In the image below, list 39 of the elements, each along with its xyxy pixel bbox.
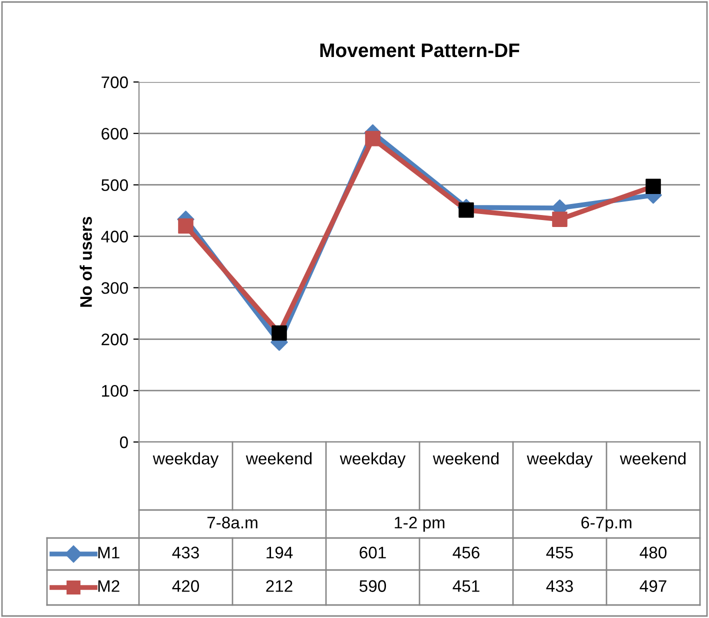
y-tick-label: 100 — [102, 384, 128, 397]
text: 7-8a.m — [207, 516, 258, 528]
data-label: 480 — [640, 546, 667, 558]
y-tick-label: 0 — [120, 436, 128, 448]
data-label: 590 — [360, 580, 386, 592]
data-label: 420 — [172, 580, 200, 592]
legend-label: M2 — [98, 580, 120, 592]
x-tick-label: weekend — [620, 452, 686, 464]
data-label: 194 — [266, 546, 293, 558]
data-label: 497 — [640, 580, 666, 592]
x-tick-label: weekday — [340, 452, 406, 468]
point — [458, 202, 474, 218]
data-label: 601 — [360, 546, 386, 558]
data-label: 451 — [452, 580, 480, 592]
text: 1-2 pm — [394, 516, 444, 532]
point — [365, 130, 380, 146]
point — [272, 325, 287, 341]
point — [646, 178, 661, 194]
y-tick-label: 200 — [102, 334, 128, 346]
point — [178, 218, 194, 234]
y-tick-label: 400 — [101, 230, 128, 242]
text: 6-7p.m — [581, 516, 632, 532]
data-label: 433 — [546, 580, 573, 592]
data-label: 212 — [266, 580, 292, 592]
y-tick-label: 300 — [101, 282, 128, 294]
data-label: 455 — [546, 546, 573, 558]
y-tick-label: 700 — [102, 76, 128, 88]
chart-title: Movement Pattern-DF — [320, 44, 520, 58]
point — [552, 212, 568, 227]
data-label: 433 — [172, 546, 199, 558]
x-tick-label: weekend — [246, 452, 312, 464]
x-tick-label: weekday — [526, 452, 593, 468]
x-tick-label: weekday — [152, 452, 219, 468]
y-tick-label: 500 — [101, 179, 128, 192]
legend-label: M1 — [98, 546, 120, 558]
data-label: 456 — [452, 546, 480, 558]
y-axis-title: No of users — [80, 216, 92, 307]
y-tick-label: 600 — [102, 128, 128, 140]
x-tick-label: weekend — [432, 452, 499, 464]
